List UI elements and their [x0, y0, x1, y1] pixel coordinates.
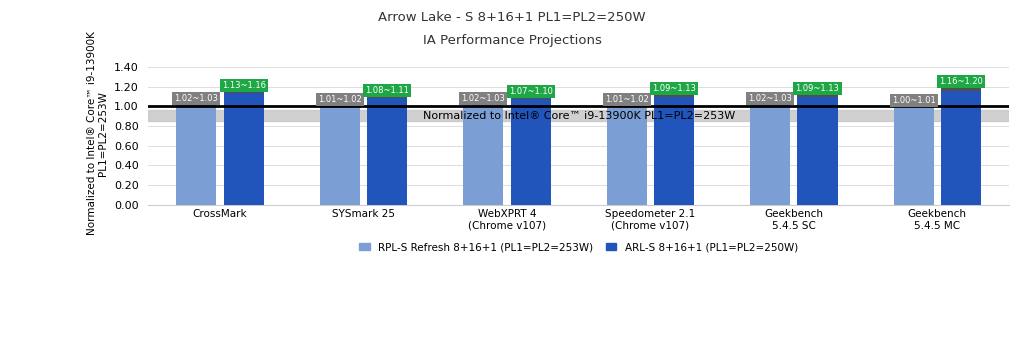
Text: 1.01~1.02: 1.01~1.02: [317, 95, 361, 104]
Bar: [319, 104, 359, 105]
Bar: [223, 90, 264, 93]
Bar: [941, 87, 981, 90]
Bar: [654, 97, 694, 205]
Text: 1.01~1.02: 1.01~1.02: [605, 95, 648, 104]
Bar: [511, 96, 551, 100]
Text: 1.09~1.13: 1.09~1.13: [652, 84, 696, 93]
Bar: [654, 93, 694, 97]
Text: 1.02~1.03: 1.02~1.03: [462, 94, 505, 103]
Bar: [367, 98, 408, 205]
Bar: [511, 100, 551, 205]
Bar: [148, 110, 1009, 122]
Text: 1.07~1.10: 1.07~1.10: [509, 87, 553, 96]
Y-axis label: Normalized to Intel® Core™ i9-13900K
PL1=PL2=253W: Normalized to Intel® Core™ i9-13900K PL1…: [87, 31, 109, 235]
Bar: [176, 104, 216, 205]
Text: 1.02~1.03: 1.02~1.03: [174, 94, 218, 103]
Text: 1.02~1.03: 1.02~1.03: [749, 94, 793, 103]
Bar: [176, 103, 216, 104]
Text: IA Performance Projections: IA Performance Projections: [423, 34, 601, 47]
Legend: RPL-S Refresh 8+16+1 (PL1=PL2=253W), ARL-S 8+16+1 (PL1=PL2=250W): RPL-S Refresh 8+16+1 (PL1=PL2=253W), ARL…: [355, 238, 802, 256]
Text: 1.16~1.20: 1.16~1.20: [939, 77, 983, 86]
Text: 1.00~1.01: 1.00~1.01: [892, 96, 936, 105]
Bar: [941, 90, 981, 205]
Bar: [798, 93, 838, 97]
Bar: [798, 97, 838, 205]
Text: 1.13~1.16: 1.13~1.16: [222, 81, 265, 90]
Text: 1.08~1.11: 1.08~1.11: [366, 86, 409, 95]
Bar: [223, 93, 264, 205]
Bar: [894, 106, 934, 205]
Bar: [606, 105, 647, 205]
Bar: [750, 104, 791, 205]
Text: Normalized to Intel® Core™ i9-13900K PL1=PL2=253W: Normalized to Intel® Core™ i9-13900K PL1…: [423, 111, 735, 121]
Bar: [894, 105, 934, 106]
Bar: [463, 104, 504, 205]
Bar: [319, 105, 359, 205]
Text: 1.09~1.13: 1.09~1.13: [796, 84, 840, 93]
Bar: [750, 103, 791, 104]
Bar: [606, 104, 647, 105]
Bar: [367, 96, 408, 98]
Bar: [463, 103, 504, 104]
Text: Arrow Lake - S 8+16+1 PL1=PL2=250W: Arrow Lake - S 8+16+1 PL1=PL2=250W: [378, 11, 646, 24]
